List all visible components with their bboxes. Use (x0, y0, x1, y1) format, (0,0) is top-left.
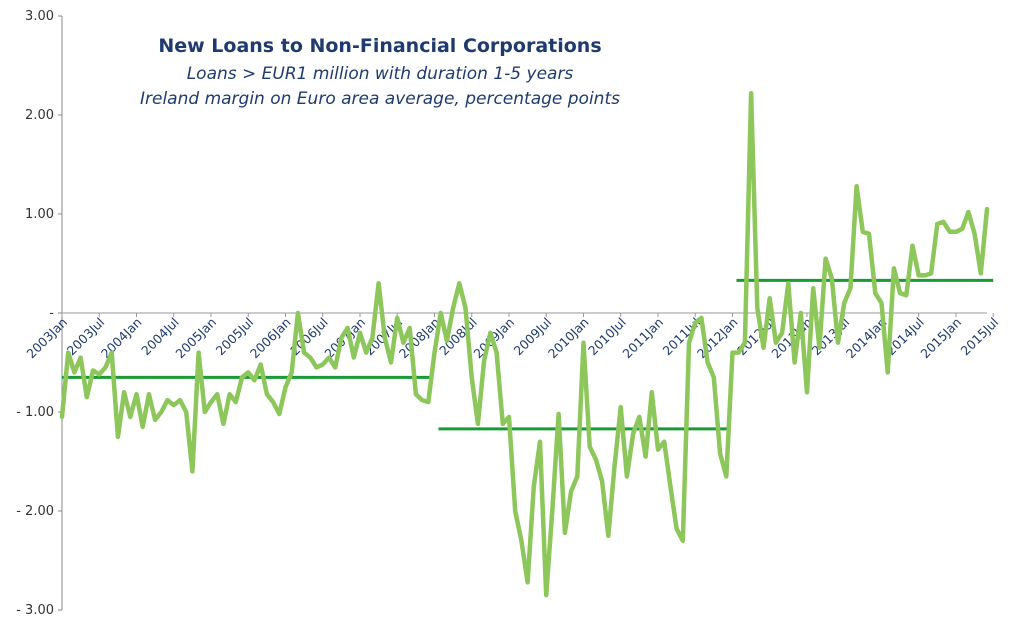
series-line-ireland-margin (59, 90, 990, 598)
y-tick-label: - (49, 306, 54, 321)
chart-subtitle-line-1: Loans > EUR1 million with duration 1-5 y… (187, 64, 574, 84)
x-tick-label: 2011Jan (619, 315, 666, 362)
chart-title: New Loans to Non-Financial Corporations (158, 35, 601, 57)
period-average-lines (62, 278, 994, 431)
x-tick-label: 2015Jul (958, 315, 1002, 359)
y-tick-label: - 2.00 (16, 504, 54, 519)
chart-title-block: New Loans to Non-Financial Corporations … (140, 35, 620, 109)
y-tick-label: 1.00 (25, 207, 54, 222)
y-tick-label: - 1.00 (16, 405, 54, 420)
y-tick-label: 3.00 (25, 9, 54, 24)
x-tick-label: 2005Jan (172, 315, 219, 362)
x-tick-label: 2015Jan (917, 315, 964, 362)
series (59, 90, 990, 598)
y-tick-label: 2.00 (25, 108, 54, 123)
x-tick-label: 2006Jan (247, 315, 294, 362)
x-tick-labels: 2003Jan2003Jul2004Jan2004Jul2005Jan2005J… (23, 313, 1001, 361)
y-tick-label: - 3.00 (16, 603, 54, 618)
x-tick-label: 2003Jan (23, 315, 70, 362)
x-tick-label: 2004Jan (98, 315, 145, 362)
y-tick-labels: 3.00 2.00 1.00 - - 1.00 - 2.00 - 3.00 (16, 9, 62, 618)
chart-subtitle-line-2: Ireland margin on Euro area average, per… (140, 89, 620, 109)
